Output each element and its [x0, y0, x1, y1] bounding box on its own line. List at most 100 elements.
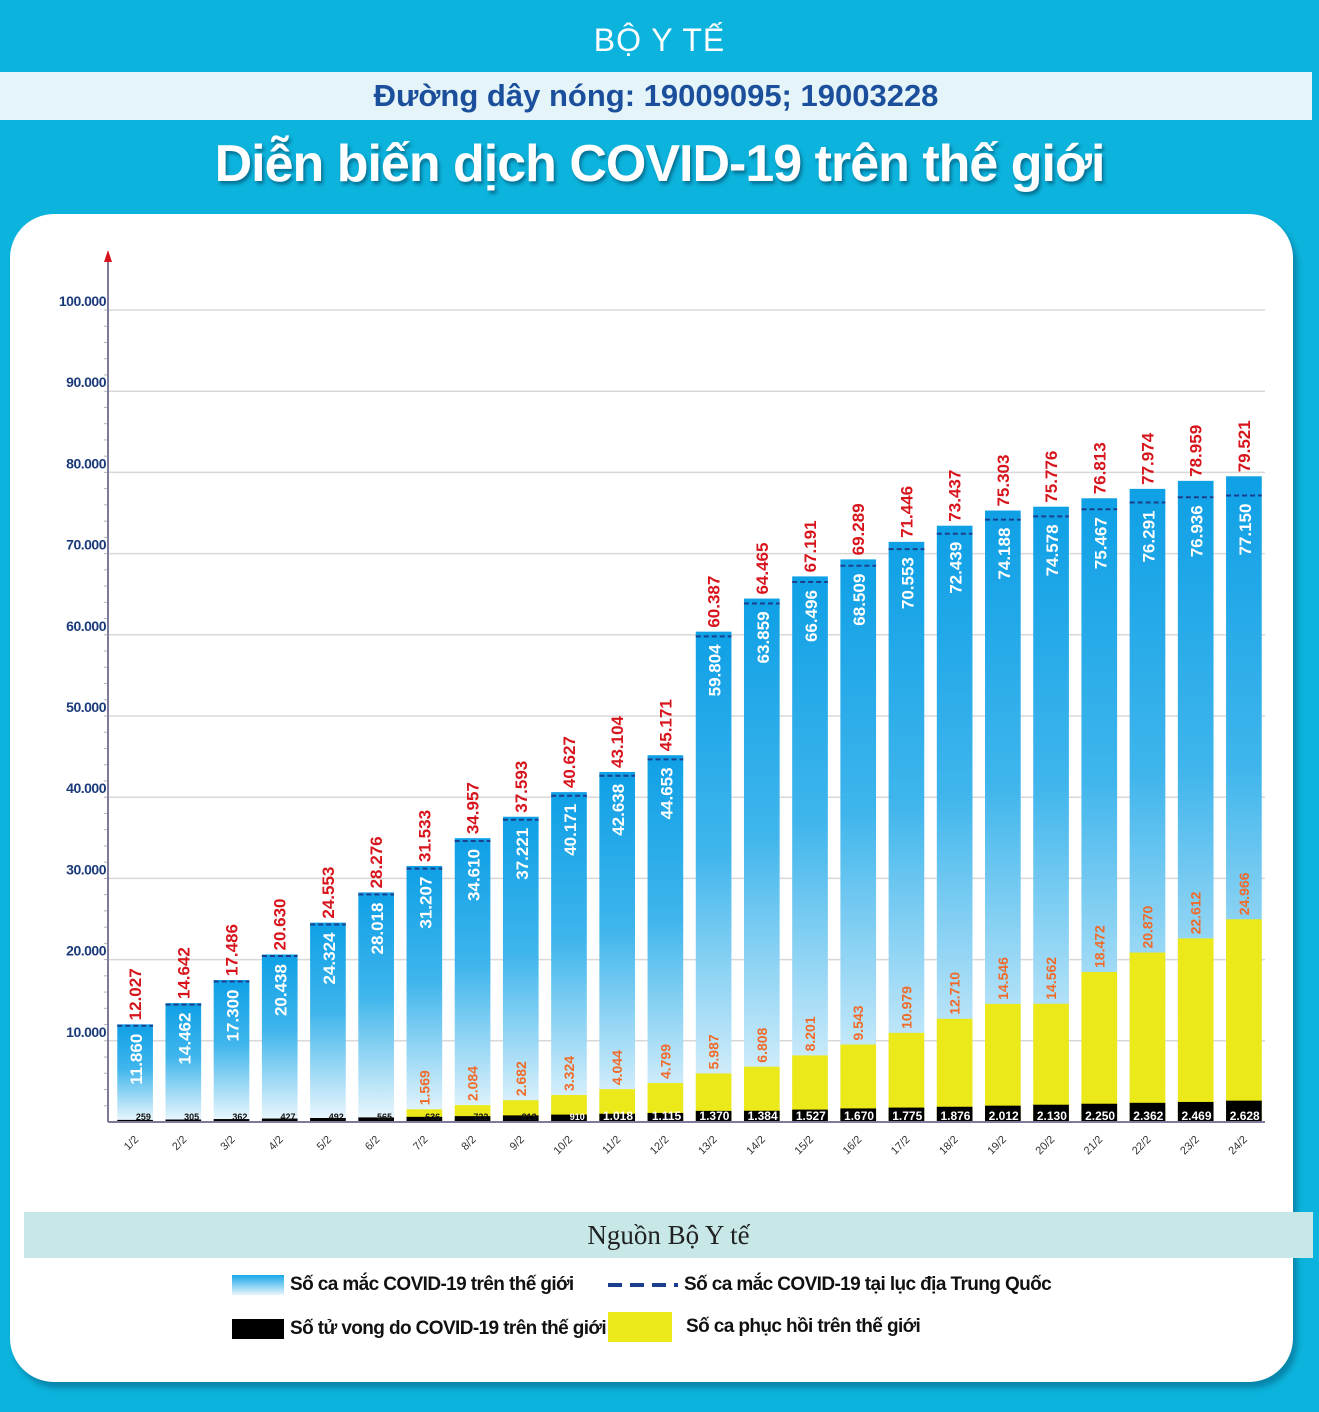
label-world-cases: 28.276 — [367, 836, 386, 888]
label-deaths: 1.775 — [892, 1109, 922, 1123]
bar-deaths — [936, 1106, 973, 1122]
x-tick-label: 20/2 — [1034, 1134, 1058, 1158]
x-tick-label: 22/2 — [1130, 1134, 1154, 1158]
x-tick-label: 13/2 — [696, 1134, 720, 1158]
label-recovered: 5.987 — [706, 1034, 722, 1069]
label-china-cases: 72.439 — [947, 542, 966, 594]
label-world-cases: 76.813 — [1090, 442, 1109, 494]
label-recovered: 14.562 — [1043, 957, 1059, 1000]
label-china-cases: 75.467 — [1091, 517, 1110, 569]
bar-deaths — [695, 1110, 732, 1122]
x-tick-label: 11/2 — [600, 1134, 623, 1157]
label-china-cases: 66.496 — [802, 590, 821, 642]
label-recovered: 4.799 — [657, 1044, 673, 1079]
label-deaths: 362 — [232, 1112, 247, 1122]
labels-layer: 10.000 20.000 30.000 40.000 50.000 60.000 70.0… — [59, 293, 1260, 1157]
label-china-cases: 24.324 — [320, 932, 339, 985]
label-recovered: 2.682 — [513, 1061, 529, 1096]
x-tick-label: 17/2 — [889, 1134, 913, 1158]
label-recovered: 20.870 — [1139, 906, 1155, 949]
bar-world-cases — [743, 598, 780, 1122]
x-tick-label: 18/2 — [937, 1134, 961, 1158]
label-deaths: 1.018 — [603, 1109, 633, 1123]
label-china-cases: 42.638 — [609, 784, 628, 836]
label-china-cases: 34.610 — [465, 849, 484, 901]
bar-recovered — [1081, 972, 1118, 1122]
bar-deaths — [261, 1118, 298, 1122]
label-deaths: 1.876 — [940, 1109, 970, 1123]
label-world-cases: 78.959 — [1187, 425, 1206, 477]
x-tick-label: 10/2 — [551, 1134, 575, 1158]
label-world-cases: 37.593 — [512, 761, 531, 813]
label-china-cases: 76.291 — [1139, 511, 1158, 563]
bar-world-cases — [117, 1024, 153, 1122]
legend-swatch-china-dash — [608, 1283, 678, 1287]
bar-world-cases — [213, 980, 250, 1122]
label-recovered: 8.201 — [802, 1016, 818, 1051]
x-tick-label: 16/2 — [841, 1134, 865, 1158]
label-china-cases: 44.653 — [657, 767, 676, 819]
bar-world-cases — [261, 954, 298, 1122]
y-axis-arrow-icon — [104, 250, 112, 262]
label-deaths: 1.670 — [844, 1109, 874, 1123]
label-china-cases: 74.188 — [995, 528, 1014, 580]
bar-deaths — [840, 1108, 877, 1122]
label-recovered: 6.808 — [754, 1027, 770, 1062]
y-tick-label: 60.000 — [66, 618, 107, 634]
label-china-cases: 28.018 — [368, 902, 387, 954]
bar-world-cases — [502, 816, 539, 1122]
label-recovered: 4.044 — [609, 1050, 625, 1085]
chart-title: Diễn biến dịch COVID-19 trên thế giới — [214, 135, 1106, 193]
label-recovered: 22.612 — [1188, 891, 1204, 934]
x-tick-label: 5/2 — [315, 1134, 334, 1153]
legend-label: Số tử vong do COVID-19 trên thế giới — [290, 1318, 607, 1339]
organization-name: BỘ Y TẾ — [593, 22, 726, 58]
label-deaths: 1.115 — [652, 1109, 682, 1123]
bar-recovered — [888, 1032, 925, 1122]
label-world-cases: 17.486 — [223, 924, 242, 976]
y-tick-label: 50.000 — [66, 699, 107, 715]
label-deaths: 910 — [570, 1112, 585, 1122]
bar-deaths — [792, 1109, 828, 1122]
x-tick-label: 4/2 — [267, 1134, 286, 1153]
label-recovered: 1.569 — [416, 1070, 432, 1105]
bar-deaths — [454, 1116, 491, 1122]
x-tick-label: 6/2 — [363, 1134, 382, 1153]
label-world-cases: 60.387 — [705, 576, 724, 628]
source-text: Nguồn Bộ Y tế — [587, 1220, 750, 1250]
label-deaths: 1.370 — [699, 1109, 729, 1123]
bars-layer — [117, 476, 1262, 1123]
x-tick-label: 24/2 — [1226, 1134, 1250, 1158]
x-tick-label: 2/2 — [170, 1134, 189, 1153]
y-tick-label: 90.000 — [66, 374, 107, 390]
bar-deaths — [1033, 1104, 1069, 1122]
label-world-cases: 31.533 — [415, 810, 434, 862]
bar-world-cases — [840, 559, 877, 1122]
label-china-cases: 40.171 — [561, 804, 580, 856]
x-tick-label: 7/2 — [411, 1134, 430, 1153]
bar-deaths — [599, 1113, 636, 1122]
legend-swatch-world — [232, 1275, 284, 1295]
bar-world-cases — [695, 631, 732, 1122]
label-recovered: 18.472 — [1091, 925, 1107, 968]
hotline-text: Đường dây nóng: 19009095; 19003228 — [373, 78, 939, 113]
label-deaths: 2.628 — [1230, 1109, 1260, 1123]
label-china-cases: 70.553 — [898, 557, 917, 609]
bar-world-cases — [888, 541, 925, 1122]
label-china-cases: 59.804 — [706, 644, 725, 697]
label-recovered: 3.324 — [561, 1056, 577, 1091]
x-tick-label: 1/2 — [122, 1134, 141, 1153]
bar-world-cases — [358, 892, 394, 1122]
bar-world-cases — [454, 838, 491, 1122]
label-recovered: 2.084 — [465, 1066, 481, 1101]
x-tick-label: 19/2 — [985, 1134, 1009, 1158]
label-deaths: 305 — [184, 1112, 199, 1122]
label-china-cases: 68.509 — [850, 574, 869, 626]
legend-item-world: Số ca mắc COVID-19 trên thế giới — [232, 1274, 574, 1296]
label-deaths: 2.012 — [989, 1109, 1019, 1123]
label-china-cases: 76.936 — [1188, 505, 1207, 557]
hotline-band: Đường dây nóng: 19009095; 19003228 — [0, 72, 1312, 120]
x-tick-label: 23/2 — [1178, 1134, 1202, 1158]
y-tick-label: 30.000 — [66, 861, 107, 877]
